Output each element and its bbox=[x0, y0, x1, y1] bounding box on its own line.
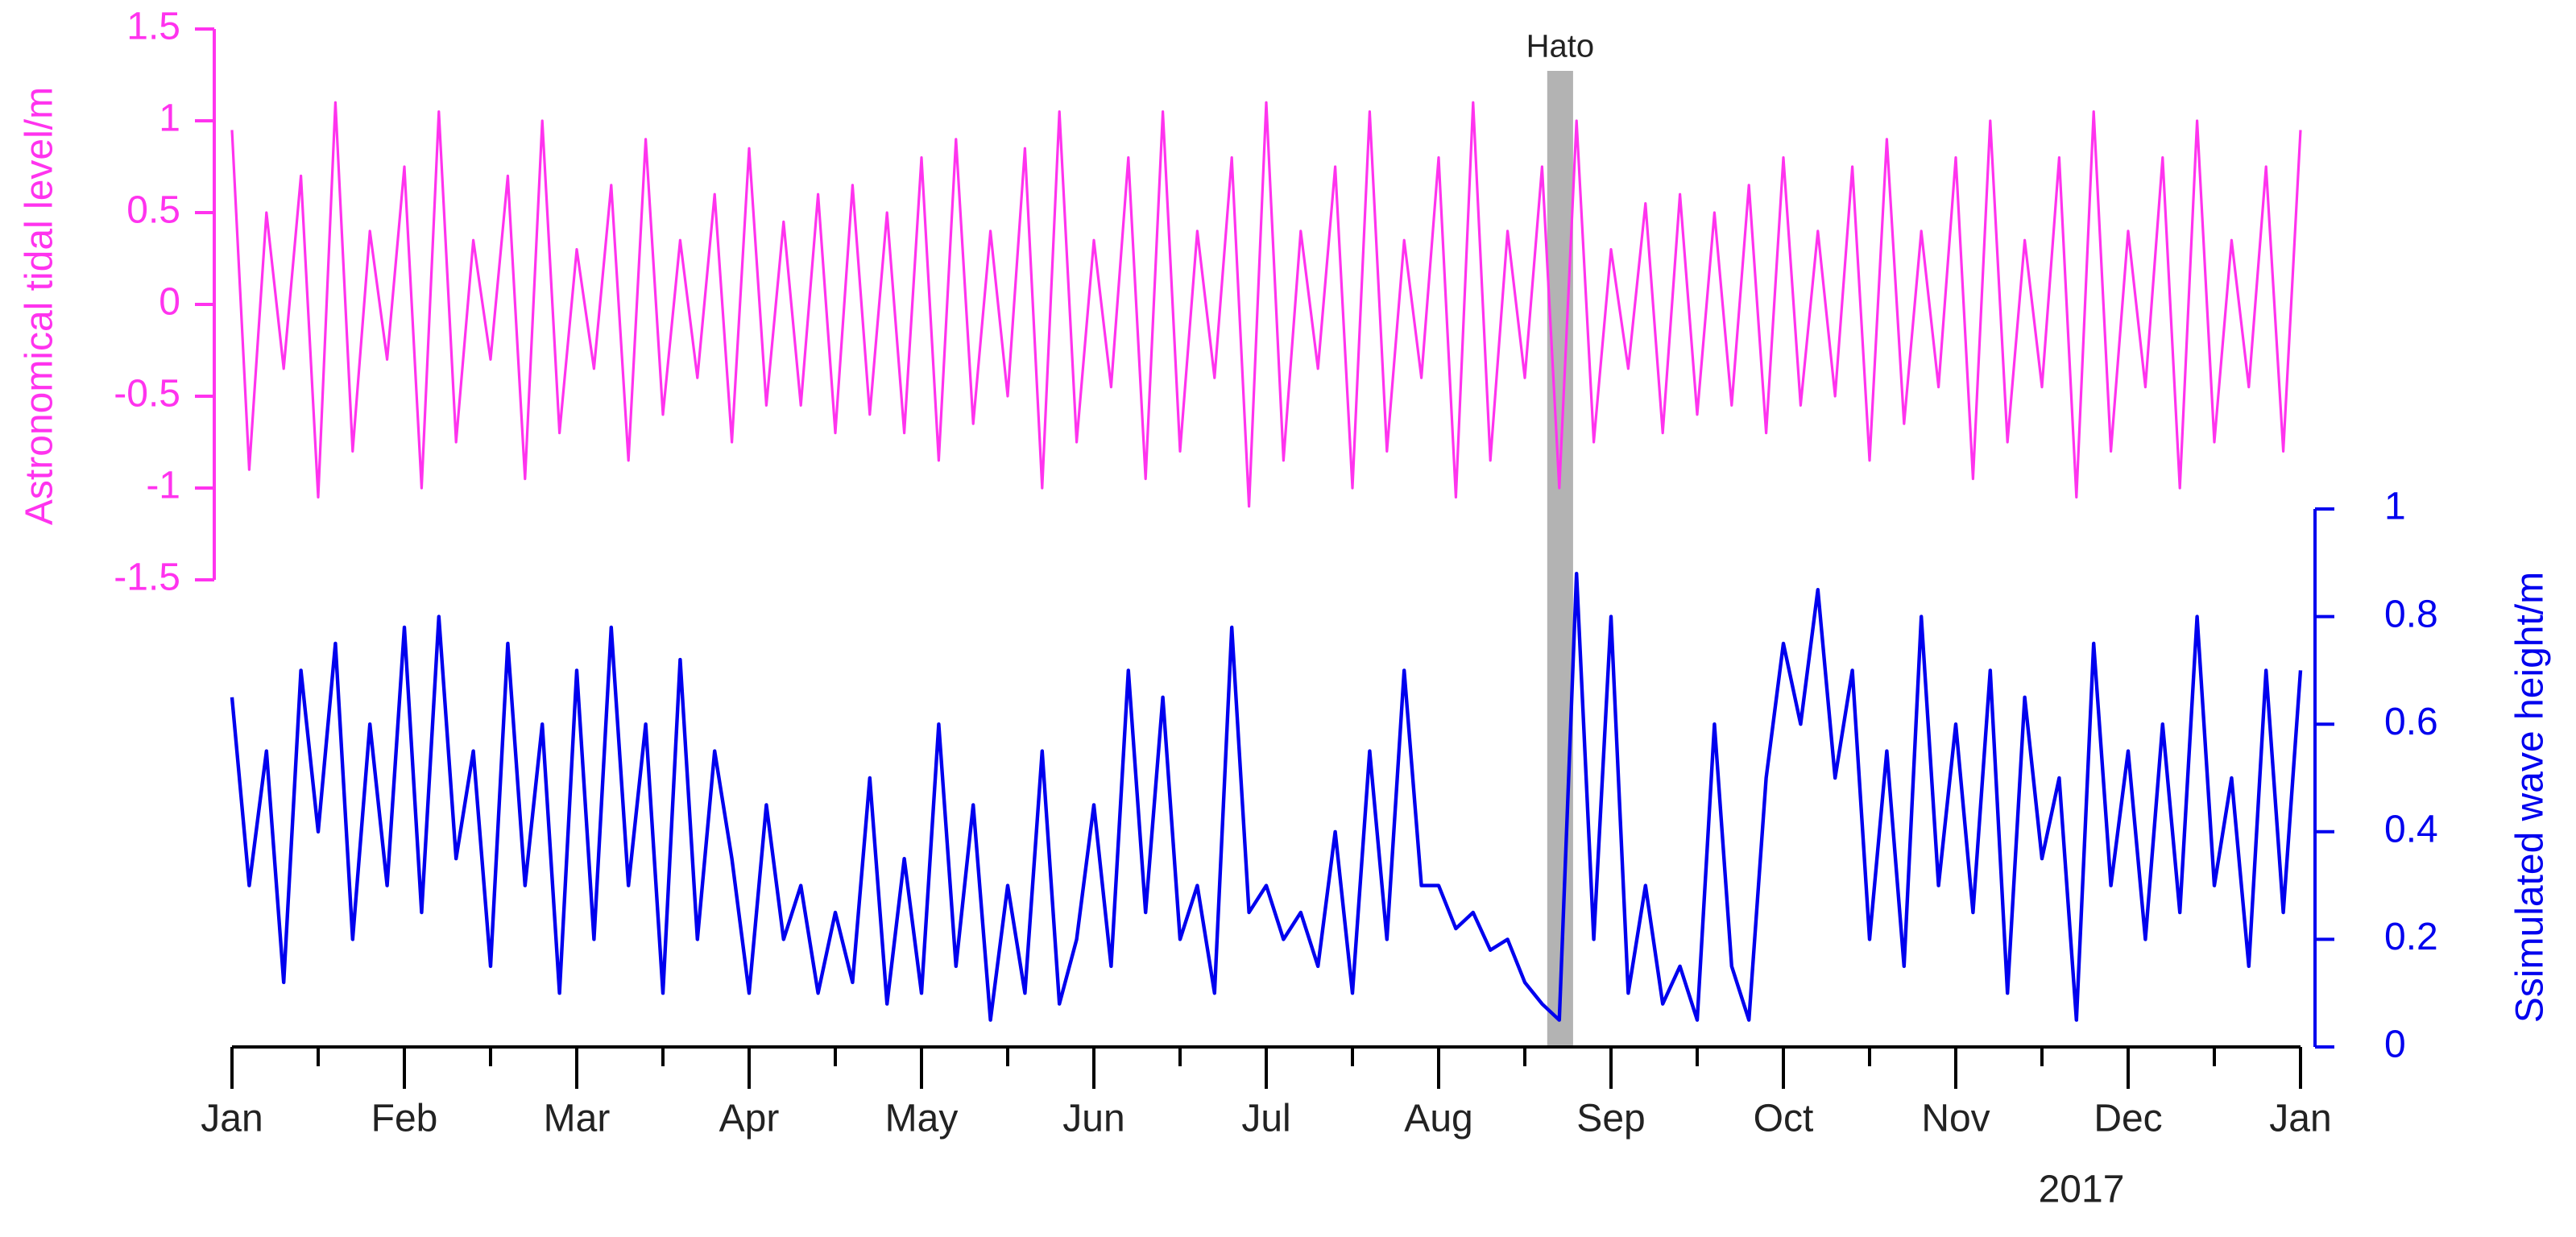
x-tick-label: Jan bbox=[201, 1098, 263, 1140]
y2-tick-label: 0.2 bbox=[2384, 916, 2438, 958]
y2-tick-label: 0.8 bbox=[2384, 593, 2438, 635]
y-tick-label: 0 bbox=[159, 281, 180, 324]
highlight-band bbox=[1547, 71, 1573, 1047]
x-tick-label: Nov bbox=[1921, 1098, 1990, 1140]
x-tick-label: Jul bbox=[1241, 1098, 1290, 1140]
y2-tick-label: 0.6 bbox=[2384, 701, 2438, 743]
x-tick-label: Sep bbox=[1576, 1098, 1645, 1140]
x-tick-label: May bbox=[885, 1098, 959, 1140]
y2-axis-label: Ssimulated wave height/m bbox=[2509, 572, 2552, 1023]
data-line bbox=[230, 101, 2302, 508]
y-tick-label: 1.5 bbox=[126, 6, 180, 48]
x-tick-label: Dec bbox=[2094, 1098, 2162, 1140]
x-tick-label: Mar bbox=[544, 1098, 611, 1140]
y2-tick-label: 0 bbox=[2384, 1024, 2406, 1066]
y-axis-label: Astronomical tidal level/m bbox=[19, 87, 61, 525]
x-tick-label: Oct bbox=[1754, 1098, 1814, 1140]
x-tick-label: Jun bbox=[1062, 1098, 1124, 1140]
y2-tick-label: 1 bbox=[2384, 486, 2406, 528]
x-tick-label: Jan bbox=[2269, 1098, 2331, 1140]
y-tick-label: 1 bbox=[159, 97, 180, 140]
data-line bbox=[230, 571, 2303, 1022]
y-tick-label: -0.5 bbox=[114, 373, 180, 416]
y2-tick-label: 0.4 bbox=[2384, 808, 2438, 850]
x-tick-label: Apr bbox=[719, 1098, 780, 1140]
x-tick-label: Aug bbox=[1404, 1098, 1472, 1140]
x-tick-label: Feb bbox=[371, 1098, 438, 1140]
y-tick-label: -1.5 bbox=[114, 556, 180, 599]
y-tick-label: -1 bbox=[146, 465, 180, 507]
x-axis-label: 2017 bbox=[2039, 1169, 2125, 1211]
highlight-label: Hato bbox=[1526, 29, 1595, 64]
y-tick-label: 0.5 bbox=[126, 189, 180, 232]
